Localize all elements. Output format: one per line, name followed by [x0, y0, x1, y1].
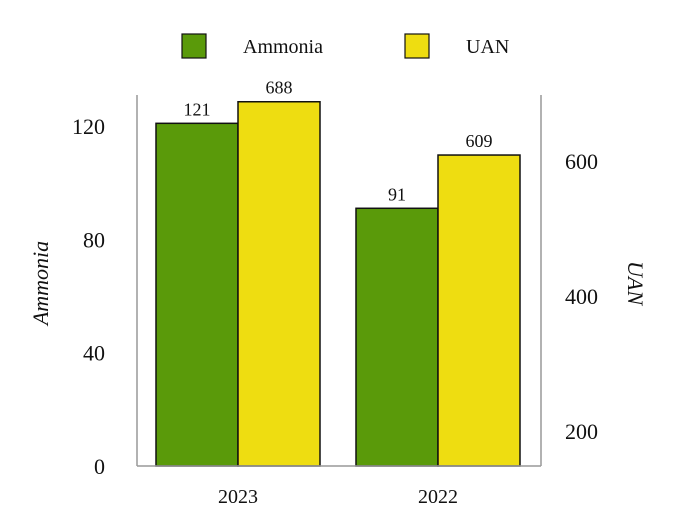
bars-layer: 121 688 91 609: [155, 78, 521, 467]
y-left-tick-0: 0: [94, 454, 105, 479]
data-label-uan-2022: 609: [466, 131, 493, 151]
x-axis-labels: 2023 2022: [218, 486, 458, 508]
legend: Ammonia UAN: [181, 33, 509, 59]
y-axis-right-ticks: 200 400 600: [565, 149, 598, 444]
x-tick-2023: 2023: [218, 486, 258, 508]
legend-label-ammonia: Ammonia: [243, 36, 323, 58]
y-axis-right-title: UAN: [623, 261, 648, 306]
y-right-tick-200: 200: [565, 419, 598, 444]
legend-swatch-ammonia: [181, 33, 207, 59]
y-left-tick-120: 120: [72, 114, 105, 139]
legend-label-uan: UAN: [466, 36, 509, 58]
y-right-tick-600: 600: [565, 149, 598, 174]
x-tick-2022: 2022: [418, 486, 458, 508]
y-left-tick-40: 40: [83, 341, 105, 366]
bar-uan-2022: [437, 154, 521, 467]
bar-uan-2023: [237, 100, 321, 467]
data-label-ammonia-2022: 91: [388, 184, 406, 204]
data-label-ammonia-2023: 121: [184, 99, 211, 119]
y-right-tick-400: 400: [565, 284, 598, 309]
y-left-tick-80: 80: [83, 227, 105, 252]
bar-ammonia-2023: [155, 122, 239, 467]
bar-ammonia-2022: [355, 207, 439, 467]
legend-swatch-uan: [404, 33, 430, 59]
y-axis-left-title: Ammonia: [28, 241, 53, 327]
y-axis-left-ticks: 0 40 80 120: [72, 114, 105, 479]
data-label-uan-2023: 688: [266, 78, 293, 98]
